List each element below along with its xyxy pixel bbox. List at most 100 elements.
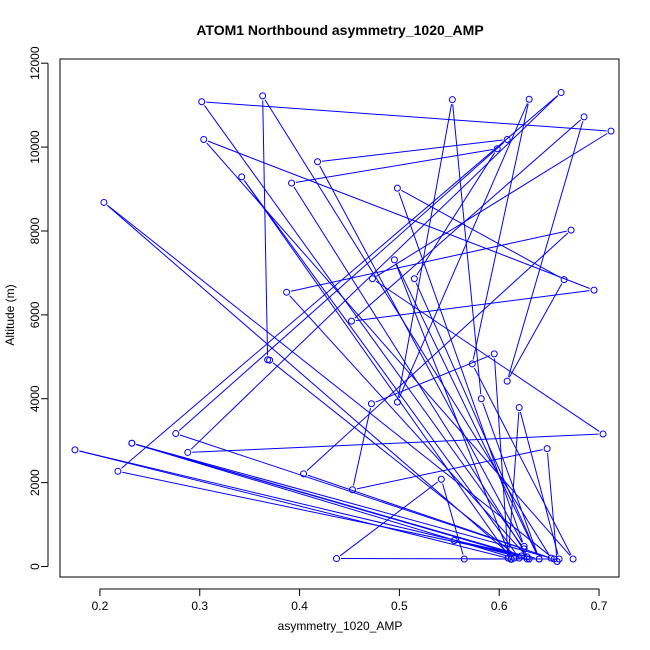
series-line-segment <box>547 453 558 558</box>
data-point <box>238 173 246 181</box>
data-point <box>503 377 511 385</box>
series-line-segment <box>262 100 269 356</box>
series-line-segment <box>107 204 551 557</box>
data-point <box>515 404 523 412</box>
x-tick-label: 0.3 <box>191 599 208 613</box>
series-line-segment <box>321 139 503 162</box>
series-line-segment <box>472 103 529 360</box>
series-line-segment <box>178 142 505 431</box>
data-point <box>468 360 476 368</box>
data-point <box>314 158 322 166</box>
series-line-segment <box>179 434 548 558</box>
data-point <box>184 448 192 456</box>
series-line-segment <box>295 149 493 183</box>
series-line-segment <box>395 263 538 556</box>
data-point <box>560 276 568 284</box>
series-line-segment <box>319 165 523 543</box>
x-tick-label: 0.6 <box>491 599 508 613</box>
series-line-segment <box>482 402 539 555</box>
series-line-segment <box>206 142 571 556</box>
series-line-segment <box>458 541 523 559</box>
series-line-segment <box>397 104 452 398</box>
series-line-segment <box>355 290 590 322</box>
data-point <box>477 395 485 403</box>
plot-area-border <box>59 58 620 578</box>
y-tick-label: 8000 <box>28 217 42 244</box>
data-point <box>590 286 598 294</box>
data-point <box>348 486 356 494</box>
y-axis: 0 2000 4000 6000 8000 10000 12000 <box>28 46 49 570</box>
series-line-segment <box>339 481 439 557</box>
data-point <box>607 127 615 135</box>
data-point <box>523 553 531 561</box>
data-point <box>410 275 418 283</box>
series-line-segment <box>192 433 599 453</box>
series-line-segment <box>136 444 511 558</box>
series-line-segment <box>473 367 572 556</box>
data-point <box>553 557 561 565</box>
series-line-segment <box>206 101 607 132</box>
data-point <box>535 555 543 563</box>
series-line-segment <box>79 450 517 556</box>
data-point <box>567 226 575 234</box>
y-tick-label: 2000 <box>28 469 42 496</box>
series-line-segment <box>508 283 563 378</box>
data-point <box>460 555 468 563</box>
data-point <box>490 350 498 358</box>
series-line-segment <box>272 362 516 556</box>
series-line-segment <box>243 180 510 556</box>
data-point <box>333 555 341 563</box>
series-line-segment <box>106 205 512 556</box>
data-point <box>393 184 401 192</box>
data-point <box>200 136 208 144</box>
data-point <box>450 537 458 545</box>
y-tick-label: 6000 <box>28 301 42 328</box>
series-line-segment <box>452 104 482 395</box>
data-point <box>367 400 375 408</box>
series-line-segment <box>356 449 543 490</box>
series-line-segment <box>442 483 464 555</box>
data-point <box>520 542 528 550</box>
data-point <box>347 317 355 325</box>
y-tick-label: 0 <box>28 563 42 570</box>
data-point <box>300 470 308 478</box>
data-point <box>198 98 206 106</box>
x-tick-label: 0.4 <box>291 599 308 613</box>
y-tick-label: 10000 <box>28 130 42 164</box>
data-point <box>503 136 511 144</box>
data-point <box>71 446 79 454</box>
data-point <box>599 430 607 438</box>
data-point <box>448 96 456 104</box>
series-line-segment <box>401 189 561 278</box>
x-axis: 0.2 0.3 0.4 0.5 0.6 0.7 <box>92 588 608 613</box>
series-line-segment <box>508 412 520 554</box>
data-point <box>569 555 577 563</box>
series-line-segment <box>519 411 559 555</box>
series-line-segment <box>415 282 538 556</box>
y-tick-label: 4000 <box>28 385 42 412</box>
data-point <box>557 89 565 97</box>
series-line-segment <box>79 450 507 559</box>
data-point <box>128 439 136 447</box>
data-point <box>580 113 588 121</box>
series-line-segment <box>354 119 582 319</box>
series-line-segment <box>352 408 371 486</box>
data-point <box>504 554 512 562</box>
data-point <box>264 356 272 364</box>
series-line-segment <box>375 355 491 403</box>
y-tick-label: 12000 <box>28 46 42 80</box>
x-tick-label: 0.2 <box>92 599 109 613</box>
series-line-segment <box>122 471 523 557</box>
series-line-segment <box>290 230 567 292</box>
series-line-segment <box>507 121 584 377</box>
series-line-segment <box>307 474 521 548</box>
data-point <box>393 398 401 406</box>
series-line-segment <box>494 358 509 554</box>
series-line-segment <box>376 133 608 277</box>
series-line-segment <box>416 152 496 276</box>
data-point <box>390 256 398 264</box>
data-point <box>100 198 108 206</box>
data-point <box>437 475 445 483</box>
data-point <box>259 92 267 100</box>
series-line-segment <box>306 232 569 472</box>
